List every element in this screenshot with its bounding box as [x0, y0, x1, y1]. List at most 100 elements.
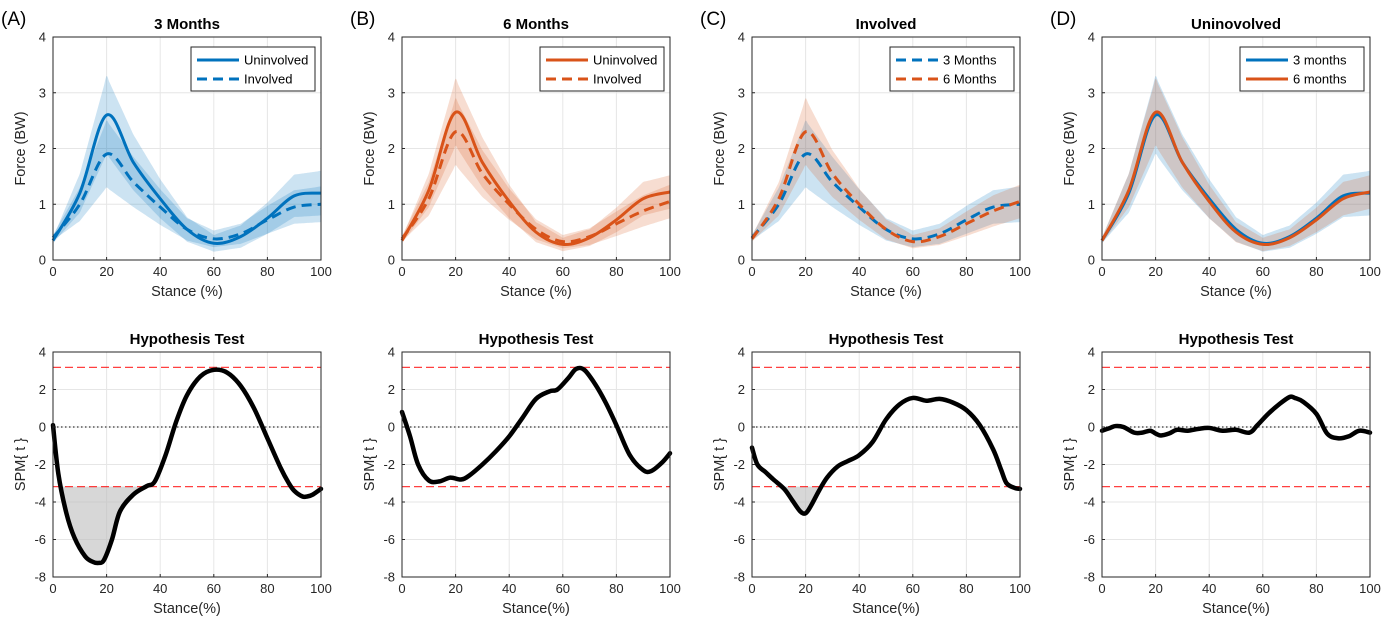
panel-label: (A) — [1, 9, 26, 30]
x-tick-label: 20 — [1148, 581, 1162, 596]
y-tick-label: 2 — [738, 382, 745, 397]
chart-title: Involved — [856, 16, 917, 33]
x-tick-label: 100 — [1359, 581, 1381, 596]
x-tick-label: 0 — [398, 581, 405, 596]
y-tick-label: 0 — [39, 253, 46, 268]
x-tick-label: 60 — [1256, 581, 1270, 596]
y-tick-label: 4 — [738, 30, 745, 45]
series-line-0 — [400, 110, 671, 247]
x-tick-label: 60 — [906, 581, 920, 596]
y-tick-label: 4 — [388, 30, 395, 45]
legend-label-0: Uninvolved — [244, 53, 308, 68]
x-tick-label: 20 — [798, 581, 812, 596]
y-tick-label: 4 — [1088, 30, 1095, 45]
y-tick-label: -4 — [34, 495, 46, 510]
chart-A-spm: 0 20 40 60 80 100 -8 -6 -4 -2 0 2 4 Stance(%) SPM{ t }… — [13, 331, 332, 617]
x-tick-label: 60 — [906, 264, 920, 279]
y-axis-label: Force (BW) — [13, 111, 29, 185]
y-tick-label: 0 — [1088, 420, 1095, 435]
y-tick-label: 0 — [738, 253, 745, 268]
y-axis-label: SPM{ t } — [13, 438, 29, 491]
x-tick-label: 40 — [502, 264, 516, 279]
y-tick-label: 3 — [1088, 85, 1095, 100]
x-tick-label: 40 — [153, 264, 167, 279]
y-tick-label: 1 — [39, 197, 46, 212]
y-tick-label: -6 — [1083, 532, 1095, 547]
x-tick-label: 100 — [1359, 264, 1381, 279]
y-tick-label: -8 — [34, 570, 46, 585]
chart-title: Hypothesis Test — [829, 331, 944, 348]
y-tick-label: 2 — [39, 382, 46, 397]
series-line-1 — [1100, 110, 1371, 247]
spm-line — [749, 395, 1023, 516]
y-tick-label: 4 — [1088, 345, 1095, 360]
chart-D-spm: 0 20 40 60 80 100 -8 -6 -4 -2 0 2 4 Stance(%) SPM{ t }… — [1062, 331, 1381, 617]
y-axis-label: Force (BW) — [712, 111, 728, 185]
y-tick-label: 3 — [388, 85, 395, 100]
x-tick-label: 60 — [556, 264, 570, 279]
x-tick-label: 20 — [1148, 264, 1162, 279]
series-line-0 — [750, 152, 1021, 241]
x-tick-label: 0 — [1098, 264, 1105, 279]
y-tick-label: 0 — [388, 420, 395, 435]
series-line-1 — [400, 130, 671, 244]
legend-label-1: Involved — [244, 72, 292, 87]
y-axis-label: SPM{ t } — [1062, 438, 1078, 491]
y-tick-label: 2 — [738, 141, 745, 156]
x-axis-label: Stance(%) — [502, 601, 570, 617]
y-tick-label: 2 — [388, 382, 395, 397]
y-tick-label: 1 — [738, 197, 745, 212]
x-tick-label: 40 — [1202, 264, 1216, 279]
legend: 3 months 6 months — [1239, 46, 1365, 92]
chart-title: 3 Months — [154, 16, 220, 33]
chart-D-force: 0 20 40 60 80 100 0 1 2 3 4 Stance (%) Force (BW) Uni… — [1050, 9, 1381, 300]
y-tick-label: 2 — [1088, 382, 1095, 397]
x-tick-label: 40 — [1202, 581, 1216, 596]
sd-band-0 — [53, 75, 321, 252]
y-tick-label: -6 — [383, 532, 395, 547]
y-tick-label: 4 — [738, 345, 745, 360]
legend: 3 Months 6 Months — [889, 46, 1015, 92]
y-tick-label: -2 — [733, 457, 745, 472]
y-tick-label: 4 — [39, 345, 46, 360]
x-axis-label: Stance (%) — [850, 284, 922, 300]
x-axis-label: Stance(%) — [153, 601, 221, 617]
x-tick-label: 0 — [748, 264, 755, 279]
x-tick-label: 40 — [153, 581, 167, 596]
spm-line — [399, 365, 673, 485]
y-axis-label: SPM{ t } — [712, 438, 728, 491]
y-tick-label: 4 — [388, 345, 395, 360]
chart-A-force: 0 20 40 60 80 100 0 1 2 3 4 Stance (%) Force (BW) 3 M… — [1, 9, 332, 300]
legend-box — [190, 46, 316, 92]
x-tick-label: 0 — [49, 264, 56, 279]
y-tick-label: -6 — [733, 532, 745, 547]
chart-C-force: 0 20 40 60 80 100 0 1 2 3 4 Stance (%) Force (BW) Inv… — [700, 9, 1031, 300]
y-axis-label: Force (BW) — [362, 111, 378, 185]
x-tick-label: 100 — [310, 581, 332, 596]
y-tick-label: -4 — [733, 495, 745, 510]
spm-line — [50, 367, 324, 566]
x-tick-label: 0 — [49, 581, 56, 596]
x-tick-label: 80 — [959, 264, 973, 279]
legend-label-0: Uninvolved — [593, 53, 657, 68]
y-tick-label: -2 — [34, 457, 46, 472]
chart-title: 6 Months — [503, 16, 569, 33]
x-tick-label: 60 — [207, 581, 221, 596]
y-tick-label: -2 — [383, 457, 395, 472]
sd-band-0 — [402, 78, 670, 252]
y-tick-label: -6 — [34, 532, 46, 547]
x-tick-label: 0 — [1098, 581, 1105, 596]
x-tick-label: 80 — [260, 264, 274, 279]
x-tick-label: 80 — [609, 581, 623, 596]
chart-title: Hypothesis Test — [479, 331, 594, 348]
y-tick-label: 2 — [388, 141, 395, 156]
y-tick-label: -4 — [1083, 495, 1095, 510]
sd-band-0 — [752, 120, 1020, 248]
y-tick-label: -8 — [1083, 570, 1095, 585]
legend-box — [1239, 46, 1365, 92]
legend: Uninvolved Involved — [539, 46, 665, 92]
legend-label-1: 6 months — [1293, 72, 1347, 87]
y-tick-label: -2 — [1083, 457, 1095, 472]
y-tick-label: 0 — [388, 253, 395, 268]
x-tick-label: 100 — [310, 264, 332, 279]
